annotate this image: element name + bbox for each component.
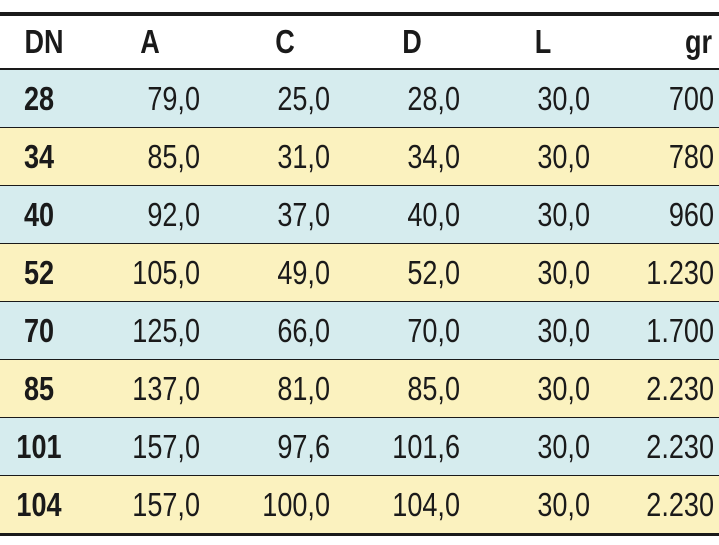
cell-c: 49,0 xyxy=(277,253,330,291)
cell-dn: 70 xyxy=(23,311,55,349)
cell-c: 37,0 xyxy=(277,195,330,233)
cell-a: 79,0 xyxy=(147,79,200,117)
cell-c: 97,6 xyxy=(277,427,330,465)
cell-l: 30,0 xyxy=(537,79,590,117)
cell-a: 92,0 xyxy=(147,195,200,233)
cell-dn: 28 xyxy=(23,79,55,117)
cell-l: 30,0 xyxy=(537,195,590,233)
cell-d: 85,0 xyxy=(407,369,460,407)
table-row: 104 157,0 100,0 104,0 30,0 2.230 xyxy=(0,476,719,536)
cell-dn: 52 xyxy=(23,253,55,291)
table-row: 52 105,0 49,0 52,0 30,0 1.230 xyxy=(0,244,719,302)
cell-l: 30,0 xyxy=(537,253,590,291)
cell-c: 81,0 xyxy=(277,369,330,407)
table-row: 85 137,0 81,0 85,0 30,0 2.230 xyxy=(0,360,719,418)
cell-dn: 40 xyxy=(23,195,55,233)
cell-c: 31,0 xyxy=(277,137,330,175)
header-dn: DN xyxy=(24,23,64,60)
table-row: 101 157,0 97,6 101,6 30,0 2.230 xyxy=(0,418,719,476)
table-body: 28 79,0 25,0 28,0 30,0 700 34 85,0 31,0 … xyxy=(0,70,719,536)
cell-c: 100,0 xyxy=(262,485,330,523)
cell-c: 25,0 xyxy=(277,79,330,117)
cell-gr: 2.230 xyxy=(646,427,714,465)
header-d: D xyxy=(402,23,422,60)
cell-d: 70,0 xyxy=(407,311,460,349)
cell-dn: 101 xyxy=(16,427,62,465)
cell-l: 30,0 xyxy=(537,137,590,175)
cell-d: 28,0 xyxy=(407,79,460,117)
table-row: 70 125,0 66,0 70,0 30,0 1.700 xyxy=(0,302,719,360)
cell-gr: 780 xyxy=(668,137,714,175)
cell-d: 40,0 xyxy=(407,195,460,233)
cell-gr: 1.230 xyxy=(646,253,714,291)
cell-dn: 34 xyxy=(23,137,55,175)
cell-l: 30,0 xyxy=(537,427,590,465)
header-a: A xyxy=(140,23,160,60)
table-row: 40 92,0 37,0 40,0 30,0 960 xyxy=(0,186,719,244)
cell-a: 85,0 xyxy=(147,137,200,175)
cell-a: 105,0 xyxy=(132,253,200,291)
header-gr: gr xyxy=(684,23,712,60)
cell-d: 52,0 xyxy=(407,253,460,291)
cell-a: 157,0 xyxy=(132,485,200,523)
header-c: C xyxy=(275,23,295,60)
cell-dn: 104 xyxy=(16,485,62,523)
header-l: L xyxy=(534,23,552,60)
cell-d: 104,0 xyxy=(392,485,460,523)
cell-gr: 960 xyxy=(668,195,714,233)
cell-c: 66,0 xyxy=(277,311,330,349)
table-header-row: DN A C D L gr xyxy=(0,16,719,68)
cell-a: 157,0 xyxy=(132,427,200,465)
cell-a: 137,0 xyxy=(132,369,200,407)
cell-l: 30,0 xyxy=(537,485,590,523)
cell-l: 30,0 xyxy=(537,369,590,407)
cell-gr: 2.230 xyxy=(646,485,714,523)
cell-d: 101,6 xyxy=(392,427,460,465)
cell-a: 125,0 xyxy=(132,311,200,349)
table-row: 28 79,0 25,0 28,0 30,0 700 xyxy=(0,70,719,128)
cell-gr: 2.230 xyxy=(646,369,714,407)
cell-l: 30,0 xyxy=(537,311,590,349)
cell-d: 34,0 xyxy=(407,137,460,175)
cell-gr: 700 xyxy=(668,79,714,117)
table-row: 34 85,0 31,0 34,0 30,0 780 xyxy=(0,128,719,186)
cell-dn: 85 xyxy=(23,369,55,407)
cell-gr: 1.700 xyxy=(646,311,714,349)
table-top-rule xyxy=(0,12,719,16)
table-header-rule xyxy=(0,68,719,70)
